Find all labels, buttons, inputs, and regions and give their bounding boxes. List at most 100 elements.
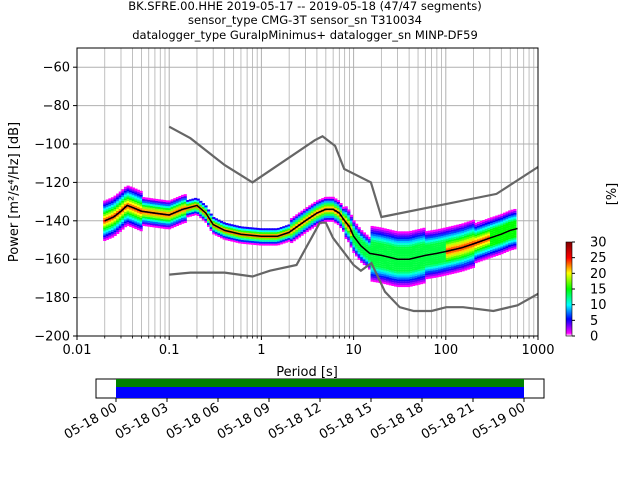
heatmap-cell [464,232,468,235]
heatmap-cell [505,232,509,235]
heatmap-cell [380,258,385,261]
heatmap-cell [484,224,488,227]
heatmap-cell [175,197,180,200]
heatmap-cell [157,206,161,209]
heatmap-cell [495,228,499,231]
heatmap-cell [495,217,499,220]
heatmap-cell [373,274,377,277]
heatmap-cell [300,210,304,213]
heatmap-cell [155,206,159,209]
heatmap-cell [116,193,120,196]
heatmap-cell [245,232,250,235]
heatmap-cell [235,227,239,230]
heatmap-cell [336,201,341,204]
heatmap-cell [321,217,325,220]
heatmap-cell [194,199,198,202]
heatmap-cell [445,273,450,276]
heatmap-cell [373,262,377,265]
heatmap-cell [243,238,247,241]
heatmap-cell [471,221,476,224]
heatmap-cell [404,267,408,270]
heatmap-cell [347,215,351,218]
heatmap-cell [378,250,382,253]
heatmap-cell [399,254,403,257]
heatmap-cell [321,213,325,216]
heatmap-cell [466,267,470,270]
heatmap-cell [399,267,403,270]
heatmap-cell [409,236,413,239]
heatmap-cell [168,227,172,230]
heatmap-cell [266,239,270,242]
heatmap-cell [373,237,377,240]
heatmap-cell [308,211,312,214]
heatmap-cell [489,228,494,231]
heatmap-cell [123,194,128,197]
heatmap-cell [136,210,141,213]
heatmap-cell [451,271,455,274]
heatmap-cell [110,231,115,234]
heatmap-cell [134,196,138,199]
heatmap-cell [417,242,421,245]
heatmap-cell [360,241,364,244]
heatmap-cell [227,233,231,236]
heatmap-cell [349,233,353,236]
heatmap-cell [173,209,177,212]
heatmap-cell [227,223,231,226]
heatmap-cell [474,255,478,258]
heatmap-cell [217,225,221,228]
colorbar-tick-label: 10 [590,298,607,313]
heatmap-cell [207,221,211,224]
heatmap-cell [103,237,107,240]
heatmap-cell [513,232,517,235]
heatmap-cell [456,224,460,227]
heatmap-cell [391,282,395,285]
heatmap-cell [414,252,418,255]
heatmap-cell [474,247,478,250]
heatmap-cell [282,231,286,234]
heatmap-cell [318,204,322,207]
heatmap-cell [482,227,486,230]
heatmap-cell [225,224,229,227]
heatmap-cell [430,243,434,246]
x-axis-label: Period [s] [276,365,338,380]
heatmap-cell [396,239,400,241]
heatmap-cell [201,218,206,221]
heatmap-cell [305,210,309,213]
heatmap-cell [401,260,405,263]
heatmap-cell [357,236,361,239]
heatmap-cell [508,233,512,236]
heatmap-cell [448,253,452,256]
heatmap-cell [181,204,185,207]
heatmap-cell [303,210,307,213]
heatmap-cell [131,204,135,207]
heatmap-cell [445,244,450,247]
heatmap-cell [393,263,398,266]
heatmap-cell [453,227,457,230]
heatmap-cell [427,234,431,237]
heatmap-cell [347,209,351,212]
heatmap-cell [422,273,426,276]
heatmap-cell [492,218,496,221]
heatmap-cell [170,203,174,206]
heatmap-cell [414,268,418,271]
heatmap-cell [334,215,338,218]
heatmap-cell [155,210,159,213]
heatmap-cell [370,250,374,253]
heatmap-cell [383,241,387,244]
heatmap-cell [430,262,434,265]
heatmap-cell [461,261,465,264]
heatmap-cell [477,233,481,236]
heatmap-cell [386,228,390,231]
heatmap-cell [404,283,408,286]
heatmap-cell [149,215,154,218]
heatmap-cell [308,205,312,208]
heatmap-cell [406,275,411,278]
heatmap-cell [417,265,421,268]
heatmap-cell [160,209,164,212]
heatmap-cell [168,219,172,222]
heatmap-cell [162,219,167,222]
heatmap-cell [451,231,455,234]
heatmap-cell [448,270,452,273]
heatmap-cell [461,263,465,266]
heatmap-cell [435,237,439,240]
